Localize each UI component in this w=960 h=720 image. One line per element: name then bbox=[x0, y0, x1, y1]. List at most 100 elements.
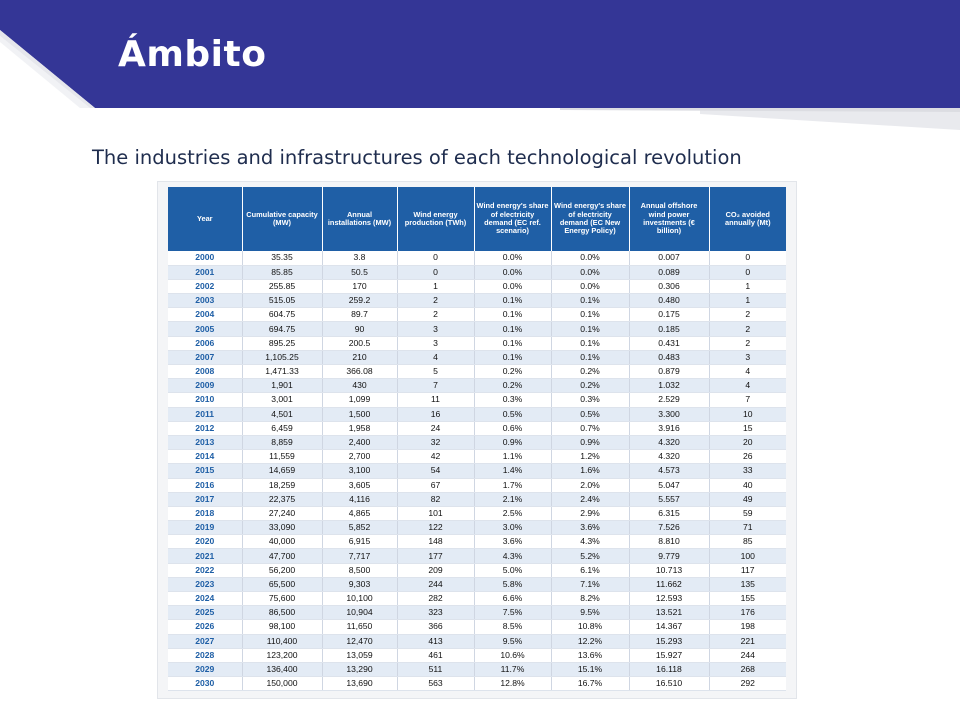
table-cell: 2 bbox=[709, 321, 786, 337]
table-cell: 9.5% bbox=[474, 634, 552, 649]
table-row: 2008 1,471.33 366.08 5 0.2% 0.2% 0.879 4 bbox=[168, 364, 786, 380]
table-row: 2007 1,105.25 210 4 0.1% 0.1% 0.483 3 bbox=[168, 350, 786, 366]
table-cell: 694.75 bbox=[242, 321, 323, 337]
table-cell: 16 bbox=[397, 407, 475, 422]
table-cell: 209 bbox=[397, 563, 475, 578]
table-cell: 0.5% bbox=[474, 407, 552, 422]
table-row: 2003 515.05 259.2 2 0.1% 0.1% 0.480 1 bbox=[168, 293, 786, 309]
year-cell: 2025 bbox=[168, 605, 243, 621]
table-cell: 177 bbox=[397, 548, 475, 564]
year-cell: 2003 bbox=[168, 293, 243, 309]
table-cell: 82 bbox=[397, 492, 475, 507]
year-cell: 2001 bbox=[168, 265, 243, 280]
table-cell: 4 bbox=[709, 364, 786, 380]
table-cell: 604.75 bbox=[242, 307, 323, 323]
table-body: 2000 35.35 3.8 0 0.0% 0.0% 0.007 0 2001 85.85 50.5… bbox=[168, 251, 786, 692]
table-cell: 2.0% bbox=[551, 478, 630, 493]
table-cell: 33,090 bbox=[242, 520, 323, 536]
table-row: 2024 75,600 10,100 282 6.6% 8.2% 12.593 155 bbox=[168, 591, 786, 607]
table-cell: 5.2% bbox=[551, 548, 630, 564]
table-cell: 3.300 bbox=[629, 407, 710, 422]
table-cell: 15 bbox=[709, 421, 786, 436]
table-cell: 0.1% bbox=[551, 350, 630, 366]
table-cell: 4,865 bbox=[322, 506, 398, 522]
table-cell: 0.0% bbox=[551, 251, 630, 266]
table-cell: 0.0% bbox=[474, 251, 552, 266]
table-cell: 65,500 bbox=[242, 577, 323, 593]
table-row: 2011 4,501 1,500 16 0.5% 0.5% 3.300 10 bbox=[168, 407, 786, 422]
table-cell: 110,400 bbox=[242, 634, 323, 649]
table-cell: 0.5% bbox=[551, 407, 630, 422]
table-cell: 0.2% bbox=[551, 364, 630, 380]
table-row: 2005 694.75 90 3 0.1% 0.1% 0.185 2 bbox=[168, 321, 786, 337]
table-cell: 2.529 bbox=[629, 392, 710, 408]
table-cell: 0.7% bbox=[551, 421, 630, 436]
table-cell: 3 bbox=[709, 350, 786, 366]
table-cell: 123,200 bbox=[242, 648, 323, 663]
year-cell: 2026 bbox=[168, 619, 243, 635]
table-cell: 515.05 bbox=[242, 293, 323, 309]
table-cell: 12.2% bbox=[551, 634, 630, 649]
table-cell: 8,859 bbox=[242, 435, 323, 451]
table-cell: 2 bbox=[709, 336, 786, 351]
year-cell: 2005 bbox=[168, 321, 243, 337]
table-row: 2029 136,400 13,290 511 11.7% 15.1% 16.118 268 bbox=[168, 662, 786, 678]
table-cell: 12.8% bbox=[474, 676, 552, 692]
table-row: 2026 98,100 11,650 366 8.5% 10.8% 14.367 198 bbox=[168, 619, 786, 635]
table-cell: 13.6% bbox=[551, 648, 630, 663]
table-cell: 89.7 bbox=[322, 307, 398, 323]
table-cell: 18,259 bbox=[242, 478, 323, 493]
table-cell: 15.293 bbox=[629, 634, 710, 649]
table-cell: 11.7% bbox=[474, 662, 552, 678]
table-cell: 2 bbox=[397, 293, 475, 309]
header-banner-shape bbox=[0, 0, 960, 108]
year-cell: 2004 bbox=[168, 307, 243, 323]
table-cell: 0.879 bbox=[629, 364, 710, 380]
table-cell: 0 bbox=[709, 251, 786, 266]
table-cell: 2 bbox=[709, 307, 786, 323]
table-cell: 268 bbox=[709, 662, 786, 678]
table-cell: 33 bbox=[709, 463, 786, 479]
table-cell: 176 bbox=[709, 605, 786, 621]
table-cell: 0.6% bbox=[474, 421, 552, 436]
wind-energy-table: Year Cumulative capacity (MW) Annual insta… bbox=[168, 187, 786, 692]
table-cell: 0.089 bbox=[629, 265, 710, 280]
table-cell: 6,459 bbox=[242, 421, 323, 436]
table-cell: 0.1% bbox=[551, 307, 630, 323]
table-row: 2028 123,200 13,059 461 10.6% 13.6% 15.927 244 bbox=[168, 648, 786, 663]
table-cell: 244 bbox=[397, 577, 475, 593]
column-header: Cumulative capacity (MW) bbox=[242, 187, 323, 251]
slide-title: Ámbito bbox=[118, 34, 267, 75]
table-row: 2025 86,500 10,904 323 7.5% 9.5% 13.521 176 bbox=[168, 605, 786, 621]
table-cell: 0.1% bbox=[551, 336, 630, 351]
table-cell: 5.8% bbox=[474, 577, 552, 593]
table-cell: 6.1% bbox=[551, 563, 630, 578]
year-cell: 2022 bbox=[168, 563, 243, 578]
column-header: Annual offshore wind power investments (… bbox=[629, 187, 710, 251]
table-cell: 1,471.33 bbox=[242, 364, 323, 380]
data-table-frame: Year Cumulative capacity (MW) Annual insta… bbox=[157, 181, 797, 699]
table-cell: 1,105.25 bbox=[242, 350, 323, 366]
table-cell: 40,000 bbox=[242, 534, 323, 550]
table-cell: 0.1% bbox=[474, 350, 552, 366]
table-cell: 3.916 bbox=[629, 421, 710, 436]
table-cell: 200.5 bbox=[322, 336, 398, 351]
table-cell: 413 bbox=[397, 634, 475, 649]
year-cell: 2029 bbox=[168, 662, 243, 678]
table-cell: 155 bbox=[709, 591, 786, 607]
table-cell: 16.510 bbox=[629, 676, 710, 692]
table-row: 2020 40,000 6,915 148 3.6% 4.3% 8.810 85 bbox=[168, 534, 786, 550]
table-cell: 1 bbox=[397, 279, 475, 295]
table-cell: 85.85 bbox=[242, 265, 323, 280]
year-cell: 2017 bbox=[168, 492, 243, 507]
table-cell: 0.185 bbox=[629, 321, 710, 337]
table-cell: 3.6% bbox=[474, 534, 552, 550]
table-cell: 0.2% bbox=[551, 378, 630, 394]
table-cell: 15.1% bbox=[551, 662, 630, 678]
table-cell: 86,500 bbox=[242, 605, 323, 621]
table-cell: 0.1% bbox=[474, 321, 552, 337]
table-row: 2016 18,259 3,605 67 1.7% 2.0% 5.047 40 bbox=[168, 478, 786, 493]
table-cell: 4.320 bbox=[629, 435, 710, 451]
table-cell: 221 bbox=[709, 634, 786, 649]
table-cell: 0.1% bbox=[474, 307, 552, 323]
